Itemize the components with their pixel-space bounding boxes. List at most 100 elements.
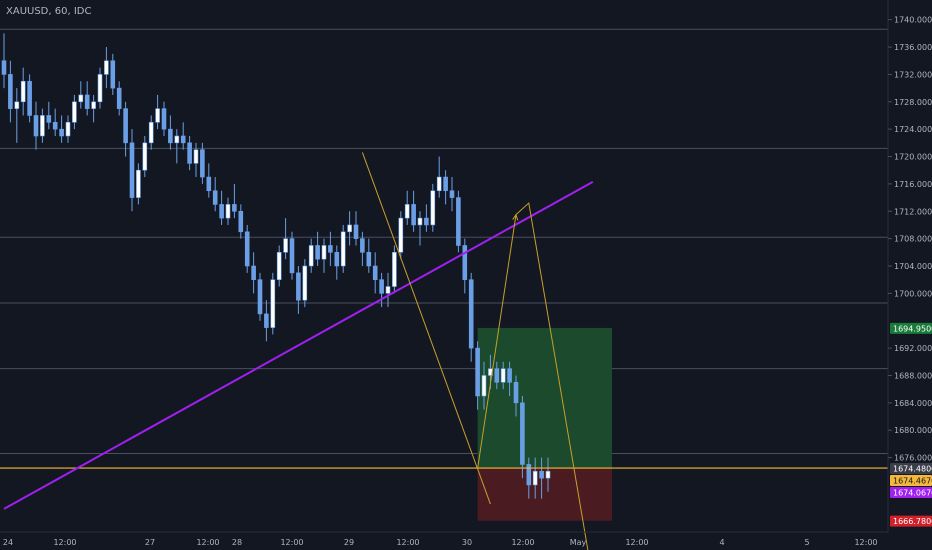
candle-17 [110,53,116,95]
x-tick-label-0: 24 [3,538,13,547]
candle-34 [219,190,224,225]
candle-74 [475,341,480,410]
candle-20 [129,129,135,212]
candle-56 [360,231,365,266]
forecast-path[interactable] [477,202,590,550]
candle-27 [174,129,180,164]
candle-57 [366,238,372,273]
candle-73 [468,272,474,362]
y-tick-label-0: 1740.0000 [894,16,932,25]
candle-64 [411,190,416,232]
candle-45 [289,231,295,280]
candle-79 [507,361,512,396]
y-tick-label-3: 1728.0000 [894,98,932,107]
candle-37 [238,204,244,239]
candle-68 [436,156,442,198]
candle-71 [456,190,461,253]
candle-4 [27,74,32,123]
candle-40 [257,272,263,321]
candle-44 [283,218,288,260]
candle-65 [417,211,423,246]
loss-zone[interactable] [477,468,612,521]
candle-81 [520,396,525,479]
candle-29 [187,136,192,171]
candle-13 [84,81,90,116]
candle-7 [46,101,52,130]
forecast-arrowhead-0 [512,213,519,221]
candle-24 [155,94,160,130]
candle-18 [116,81,122,116]
candle-9 [59,115,64,143]
svg-text:1666.7800: 1666.7800 [893,517,932,526]
y-tick-label-9: 1704.0000 [894,262,932,271]
purple-trendline[interactable] [3,180,594,510]
candle-33 [212,177,218,212]
y-tick-label-12: 1688.0000 [894,371,932,380]
candle-43 [276,245,282,287]
candle-3 [20,67,26,116]
candle-84 [539,457,544,499]
x-tick-label-6: 29 [344,538,354,547]
y-tick-label-8: 1708.0000 [894,235,932,244]
price-tag-4: 1666.7800 [890,515,932,527]
candle-50 [321,238,327,273]
symbol-label: XAUUSD, 60, IDC [6,6,92,17]
x-tick-label-4: 28 [232,538,242,547]
candle-72 [462,238,468,294]
candle-47 [302,259,308,308]
candle-31 [200,142,205,184]
candle-30 [193,142,199,178]
candle-53 [340,224,346,273]
candle-85 [545,457,551,492]
x-tick-label-3: 12:00 [196,538,219,547]
candle-6 [40,108,45,143]
candle-19 [123,101,128,157]
candle-25 [161,101,167,136]
candle-15 [97,67,103,109]
price-axis[interactable]: 1740.0000 1736.0000 1732.0000 1728.0000 1724… [888,16,932,463]
x-tick-label-13: 5 [804,538,809,547]
candle-63 [404,190,410,225]
candlestick-series [1,33,551,499]
candle-61 [392,245,397,294]
y-tick-label-13: 1684.0000 [894,399,932,408]
candle-46 [296,266,301,314]
candle-16 [104,47,109,89]
candle-66 [424,204,429,232]
candle-8 [52,108,58,136]
y-tick-label-11: 1692.0000 [894,344,932,353]
candle-41 [264,300,269,342]
profit-zone[interactable] [477,327,612,469]
x-tick-label-1: 12:00 [53,538,76,547]
x-tick-label-5: 12:00 [280,538,303,547]
candle-12 [78,81,84,109]
candle-77 [494,361,500,390]
time-axis[interactable]: 24 12:00 27 12:00 28 12:00 29 12:00 30 12:00 May 12… [3,538,878,547]
y-tick-label-4: 1724.0000 [894,125,932,134]
y-tick-label-2: 1732.0000 [894,70,932,79]
drawing-lines [0,152,888,550]
candle-54 [347,211,352,246]
y-tick-label-10: 1700.0000 [894,289,932,298]
candle-32 [206,163,212,198]
price-tags: 1694.9500 1674.4800 1674.4670 1674.0670 1666… [890,322,932,527]
candle-42 [270,272,276,335]
candle-49 [315,231,320,266]
candle-35 [225,197,231,225]
candle-60 [385,272,391,308]
falling-trendline[interactable] [361,152,491,505]
candle-55 [353,211,359,246]
candle-21 [136,163,141,205]
candle-75 [481,361,487,410]
candle-82 [526,457,532,499]
candle-23 [148,115,154,150]
y-tick-label-15: 1676.0000 [894,454,932,463]
candle-11 [72,94,77,130]
y-tick-label-6: 1716.0000 [894,180,932,189]
position-zones [477,327,612,521]
svg-text:1674.4800: 1674.4800 [893,464,932,473]
candle-58 [372,252,378,294]
candle-10 [65,115,71,143]
candle-1 [8,60,13,123]
